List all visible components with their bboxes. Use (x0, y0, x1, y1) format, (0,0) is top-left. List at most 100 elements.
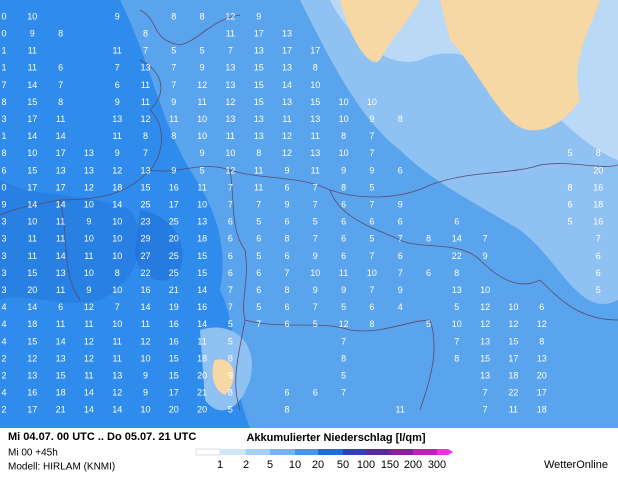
precip-value: 8 (171, 11, 176, 21)
precip-value: 11 (226, 28, 235, 38)
precip-value: 17 (27, 114, 37, 124)
precip-value: 6 (341, 234, 346, 244)
precip-value: 8 (567, 182, 572, 192)
precip-value: 14 (84, 388, 94, 398)
precip-value: 5 (596, 285, 601, 295)
precip-value: 25 (169, 217, 179, 227)
precip-value: 18 (197, 234, 207, 244)
precip-value: 7 (1, 80, 6, 90)
precip-value: 9 (143, 388, 148, 398)
precip-value: 2 (1, 353, 6, 363)
precip-value: 9 (284, 165, 289, 175)
precip-value: 7 (313, 199, 318, 209)
precip-value: 9 (313, 251, 318, 261)
precip-value: 6 (369, 302, 374, 312)
precip-value: 2 (1, 370, 6, 380)
period: Mi 04.07. 00 UTC .. Do 05.07. 21 UTC (8, 431, 196, 443)
precip-value: 9 (341, 285, 346, 295)
precip-value: 12 (282, 131, 292, 141)
precip-value: 9 (115, 97, 120, 107)
precip-value: 16 (593, 217, 603, 227)
precip-value: 14 (452, 234, 462, 244)
precip-value: 11 (56, 234, 65, 244)
precip-value: 7 (398, 234, 403, 244)
precip-value: 11 (339, 268, 348, 278)
scale-label: 10 (289, 459, 301, 471)
precip-value: 8 (1, 97, 6, 107)
precip-value: 11 (56, 217, 65, 227)
precip-value: 8 (369, 319, 374, 329)
precip-value: 18 (537, 405, 547, 415)
precip-value: 9 (398, 285, 403, 295)
precip-value: 15 (27, 336, 37, 346)
precip-value: 6 (284, 182, 289, 192)
precip-value: 13 (27, 370, 37, 380)
precip-value: 15 (254, 97, 264, 107)
precip-value: 10 (310, 80, 320, 90)
precip-value: 11 (254, 182, 263, 192)
precip-value: 22 (140, 268, 150, 278)
precip-value: 13 (537, 353, 547, 363)
precip-value: 3 (1, 268, 6, 278)
precip-value: 14 (27, 302, 37, 312)
precip-value: 15 (56, 370, 66, 380)
precip-value: 6 (284, 388, 289, 398)
precip-value: 4 (398, 302, 403, 312)
precip-value: 11 (84, 319, 93, 329)
precip-value: 0 (1, 28, 6, 38)
precip-value: 13 (282, 97, 292, 107)
precip-value: 13 (282, 63, 292, 73)
scale-label: 20 (312, 459, 324, 471)
precip-value: 13 (310, 148, 320, 158)
precip-value: 13 (225, 63, 235, 73)
precip-value: 14 (140, 302, 150, 312)
precip-value: 20 (169, 405, 179, 415)
precip-value: 7 (313, 234, 318, 244)
precip-value: 18 (27, 319, 37, 329)
precip-value: 11 (509, 405, 518, 415)
precip-value: 2 (1, 405, 6, 415)
precip-value: 15 (140, 182, 150, 192)
precip-value: 25 (169, 251, 179, 261)
precip-value: 7 (369, 199, 374, 209)
precip-value: 13 (84, 148, 94, 158)
precip-value: 14 (197, 319, 207, 329)
precip-value: 11 (197, 97, 206, 107)
precip-value: 10 (112, 234, 122, 244)
precip-value: 16 (140, 285, 150, 295)
precip-value: 5 (228, 405, 233, 415)
precip-value: 14 (112, 199, 122, 209)
precip-value: 7 (369, 251, 374, 261)
precip-value: 9 (171, 165, 176, 175)
precip-value: 10 (310, 268, 320, 278)
precip-value: 5 (313, 217, 318, 227)
precip-value: 9 (30, 28, 35, 38)
precip-value: 12 (140, 336, 150, 346)
precip-value: 8 (58, 97, 63, 107)
precip-value: 11 (141, 80, 150, 90)
precip-value: 3 (1, 285, 6, 295)
precip-value: 15 (27, 97, 37, 107)
precip-value: 12 (480, 302, 490, 312)
precip-value: 5 (454, 302, 459, 312)
precip-value: 7 (313, 182, 318, 192)
precip-value: 6 (228, 217, 233, 227)
precip-value: 17 (537, 388, 547, 398)
precip-value: 6 (398, 251, 403, 261)
precip-value: 12 (197, 80, 207, 90)
precip-value: 7 (341, 336, 346, 346)
precip-value: 12 (84, 302, 94, 312)
precip-value: 3 (1, 217, 6, 227)
precip-value: 10 (367, 268, 377, 278)
precip-value: 8 (341, 131, 346, 141)
precip-value: 7 (143, 46, 148, 56)
precip-value: 7 (369, 131, 374, 141)
precip-value: 9 (171, 97, 176, 107)
scale-label: 300 (428, 459, 446, 471)
precip-value: 5 (200, 165, 205, 175)
precip-value: 15 (27, 268, 37, 278)
precip-value: 11 (396, 405, 405, 415)
precip-value: 6 (454, 217, 459, 227)
precip-value: 11 (254, 165, 263, 175)
precip-value: 3 (1, 114, 6, 124)
